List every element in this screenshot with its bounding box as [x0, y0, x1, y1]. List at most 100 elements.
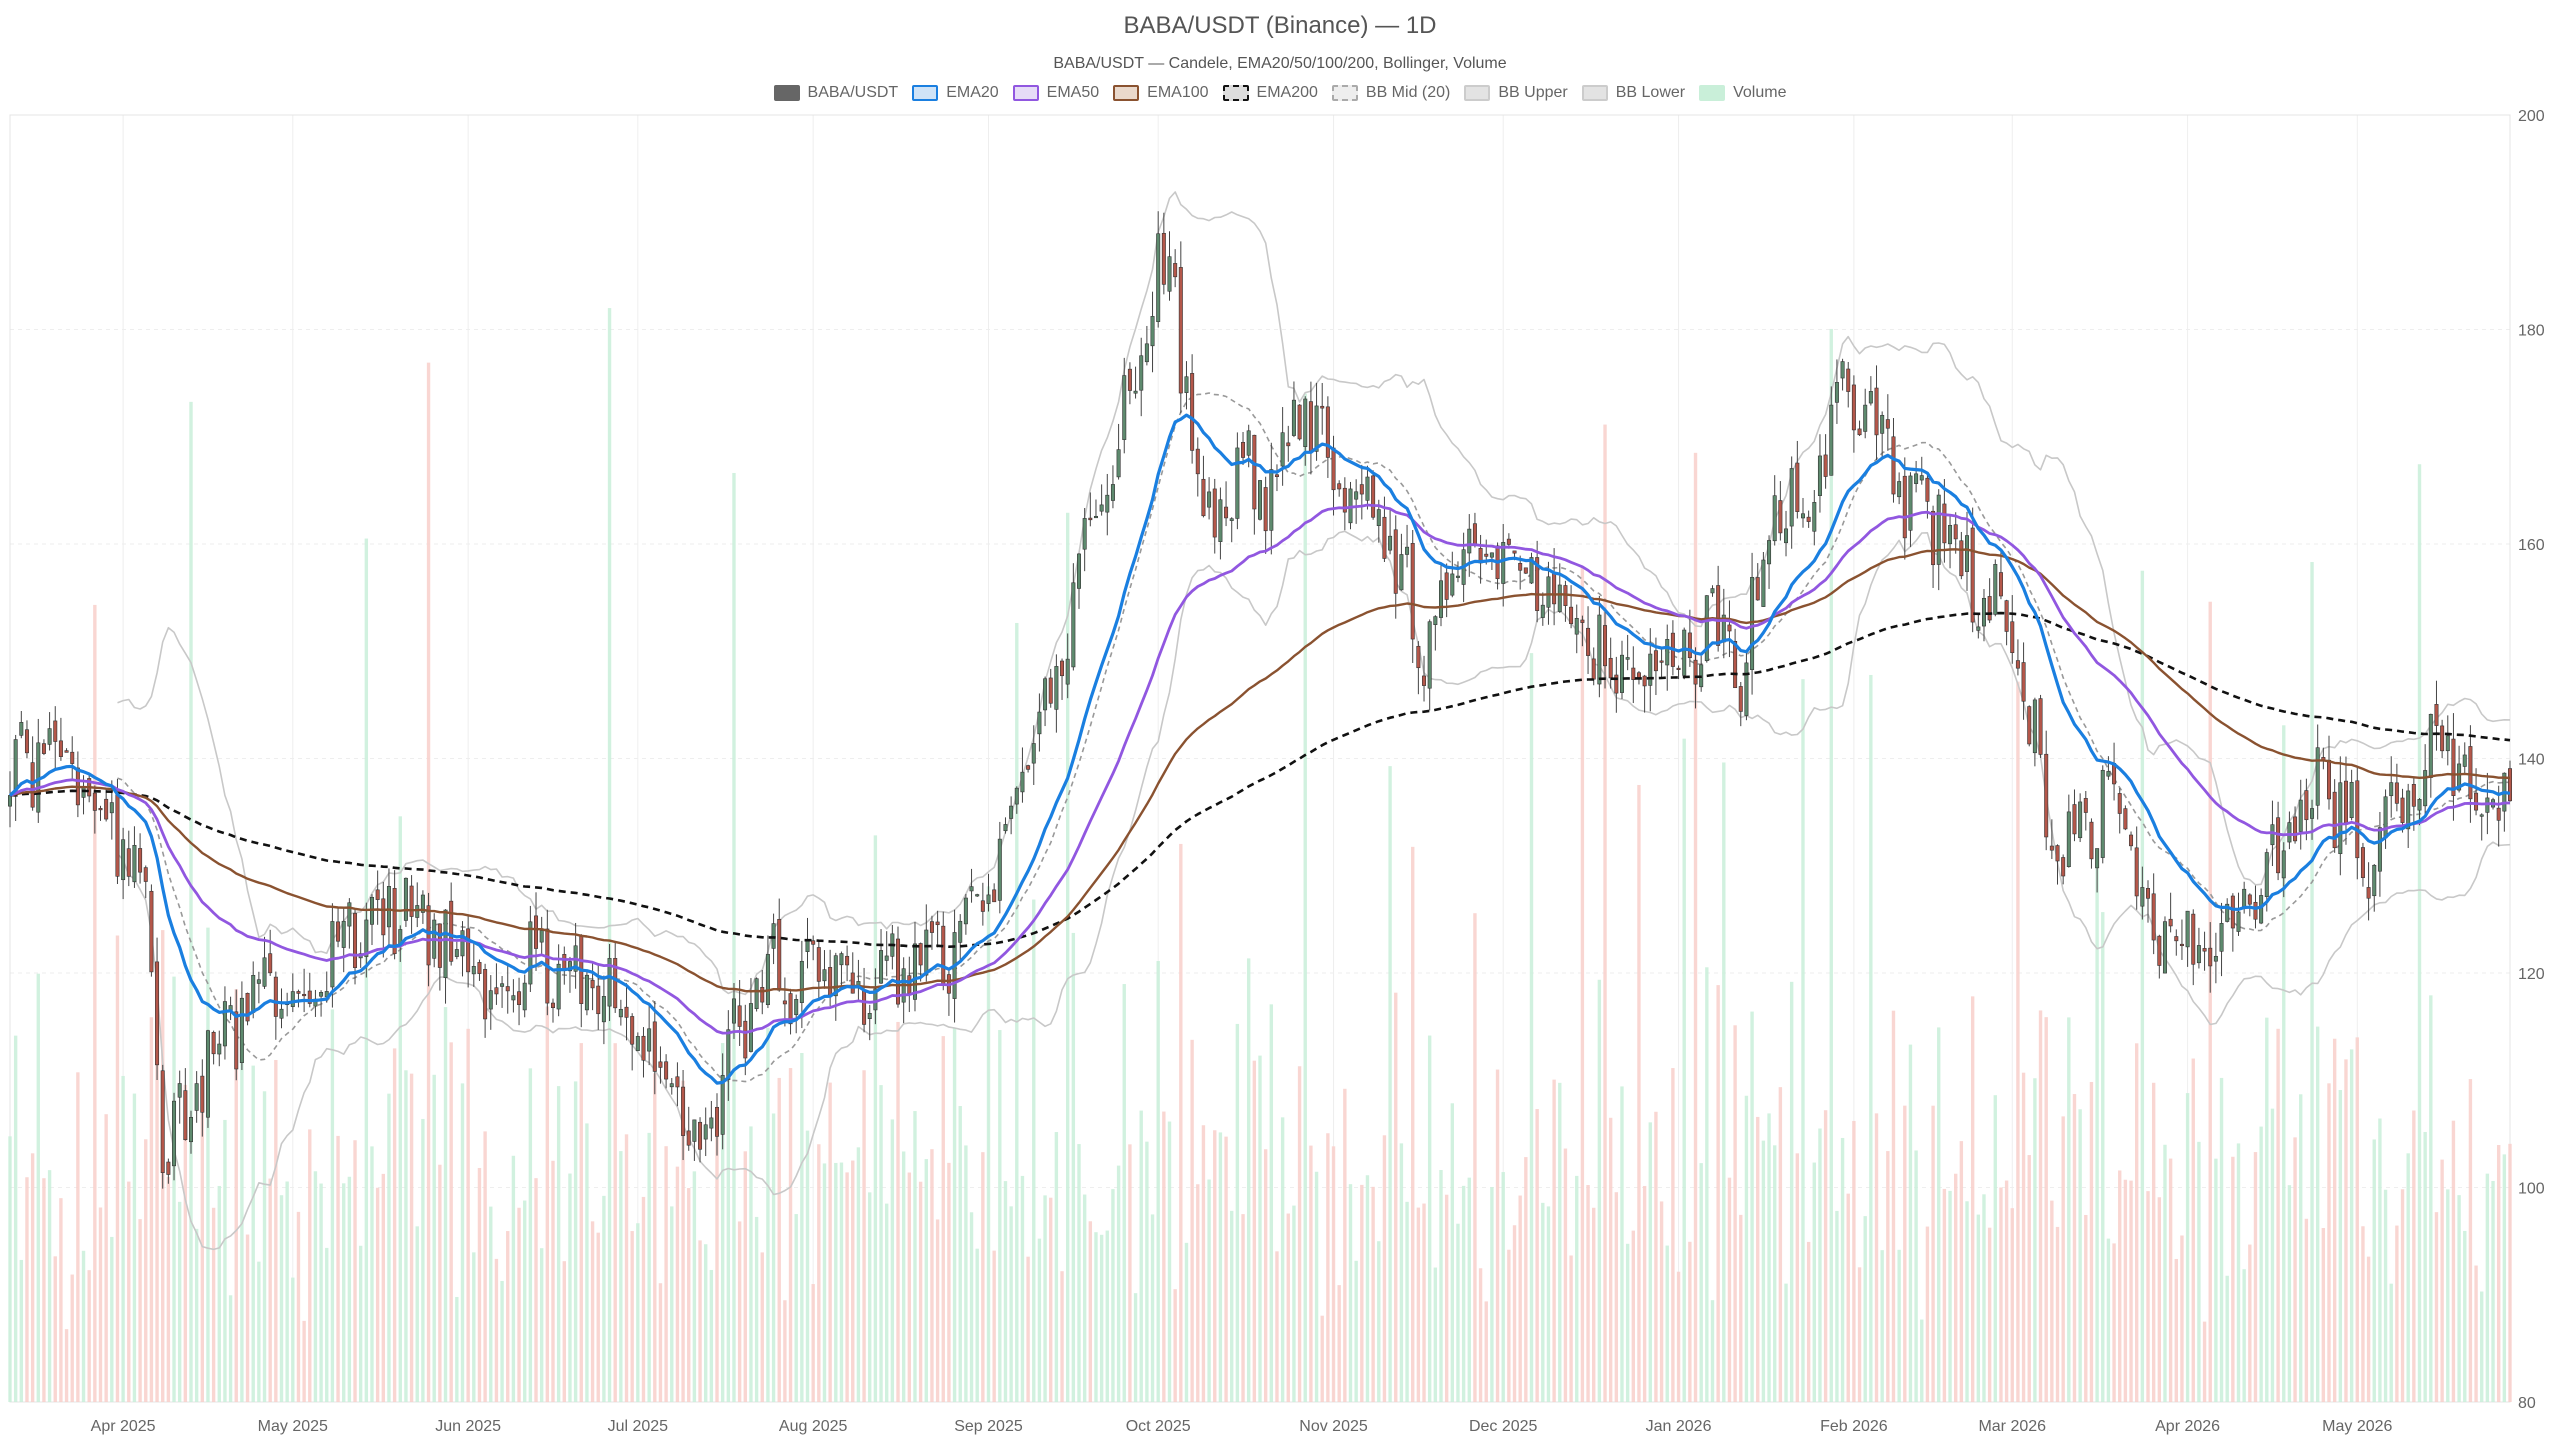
volume-bar	[941, 1036, 945, 1402]
legend-item-ema100[interactable]: EMA100	[1113, 84, 1209, 102]
candle-body	[1331, 447, 1336, 491]
candle-body	[811, 940, 816, 945]
candle-body	[1580, 619, 1585, 623]
legend-item-bb-mid-20[interactable]: BB Mid (20)	[1331, 84, 1451, 102]
volume-bar	[1880, 1250, 1884, 1402]
candle-body	[630, 1016, 635, 1045]
candle-body	[2117, 793, 2122, 814]
legend-item-ema50[interactable]: EMA50	[1012, 84, 1099, 102]
volume-bar	[1394, 992, 1398, 1402]
candle	[1738, 681, 1743, 727]
volume-bar	[228, 1295, 233, 1402]
candle	[2032, 697, 2037, 767]
candle	[1037, 693, 1042, 752]
candle-body	[2327, 759, 2331, 800]
legend-swatch	[1331, 85, 1358, 101]
candle-body	[2360, 847, 2365, 878]
volume-bar	[1331, 1146, 1336, 1402]
candle-body	[986, 894, 991, 904]
candle	[1659, 647, 1664, 679]
volume-bar	[1886, 1151, 1890, 1402]
candle	[1116, 423, 1121, 480]
candle	[1857, 420, 1862, 437]
volume-bar	[2276, 1028, 2280, 1402]
volume-bar	[1337, 1285, 1341, 1402]
volume-bar	[257, 1261, 261, 1402]
candle	[788, 988, 793, 1035]
candle	[709, 1100, 714, 1142]
legend-item-volume[interactable]: Volume	[1699, 84, 1786, 102]
candles	[8, 211, 2512, 1189]
candle-body	[2440, 725, 2445, 752]
volume-bar	[1263, 1149, 1268, 1402]
candle	[963, 893, 968, 935]
candle	[1580, 615, 1585, 647]
candle-body	[1846, 368, 1851, 392]
candle-body	[2372, 864, 2377, 897]
candle-body	[1704, 595, 1709, 661]
legend-item-ema200[interactable]: EMA200	[1222, 84, 1318, 102]
candle-body	[607, 958, 612, 1007]
candle-body	[2445, 735, 2450, 752]
candle-body	[1365, 476, 1370, 501]
candle-body	[2038, 698, 2043, 755]
candle-body	[867, 1012, 872, 1020]
candle	[211, 1030, 216, 1065]
volume-bar	[1705, 967, 1709, 1402]
candle	[1060, 658, 1065, 700]
candle-body	[862, 990, 867, 1025]
candle	[1235, 432, 1240, 530]
volume-bar	[992, 1250, 996, 1402]
candle-body	[1416, 645, 1421, 669]
candle-body	[403, 877, 408, 921]
volume-bar	[811, 1284, 815, 1402]
volume-bar	[1846, 1193, 1850, 1402]
candle-body	[477, 962, 482, 974]
legend-item-ema20[interactable]: EMA20	[912, 84, 999, 102]
candle	[1744, 653, 1749, 721]
candle-body	[1320, 405, 1325, 409]
volume-bar	[1246, 958, 1251, 1402]
volume-bar	[472, 1252, 476, 1402]
legend-item-bb-upper[interactable]: BB Upper	[1464, 84, 1568, 102]
volume-bar	[619, 1151, 623, 1402]
volume-bar	[2282, 725, 2286, 1402]
candle-body	[511, 995, 516, 1001]
candle	[777, 898, 782, 992]
volume-bar	[234, 989, 238, 1402]
candle-body	[692, 1119, 697, 1142]
candle	[2185, 910, 2190, 967]
volume-bar	[211, 1207, 216, 1402]
volume-bar	[573, 1081, 578, 1402]
candle	[2038, 694, 2043, 758]
volume-bar	[149, 1017, 154, 1402]
candle-body	[1586, 627, 1591, 656]
volume-bar	[952, 1028, 957, 1402]
volume-bar	[851, 1160, 855, 1402]
candle	[805, 917, 810, 969]
legend-item-bb-lower[interactable]: BB Lower	[1581, 84, 1685, 102]
candle-body	[1529, 557, 1534, 584]
volume-bar	[534, 1178, 538, 1402]
volume-bar	[1218, 1132, 1223, 1402]
candle	[256, 971, 261, 1004]
legend-item-baba-usdt[interactable]: BABA/USDT	[773, 84, 898, 102]
candle	[1133, 366, 1138, 399]
candle	[2389, 756, 2394, 818]
volume-bar	[13, 1035, 18, 1402]
volume-bar	[879, 1085, 883, 1402]
legend: BABA/USDT EMA20 EMA50 EMA100 EMA200 BB Mid (2…	[0, 84, 2560, 102]
candle	[1851, 375, 1856, 453]
legend-label: BB Mid (20)	[1365, 84, 1451, 101]
candle-body	[2366, 887, 2371, 899]
candle	[669, 1078, 674, 1095]
candle-body	[92, 792, 97, 811]
volume-bar	[2338, 1090, 2343, 1402]
x-tick-label: Nov 2025	[1299, 1418, 1368, 1435]
candle	[2066, 794, 2071, 868]
candle	[302, 968, 307, 1013]
volume-bar	[2112, 1243, 2116, 1402]
x-tick-label: Jun 2025	[435, 1418, 501, 1435]
candle	[1455, 561, 1460, 583]
